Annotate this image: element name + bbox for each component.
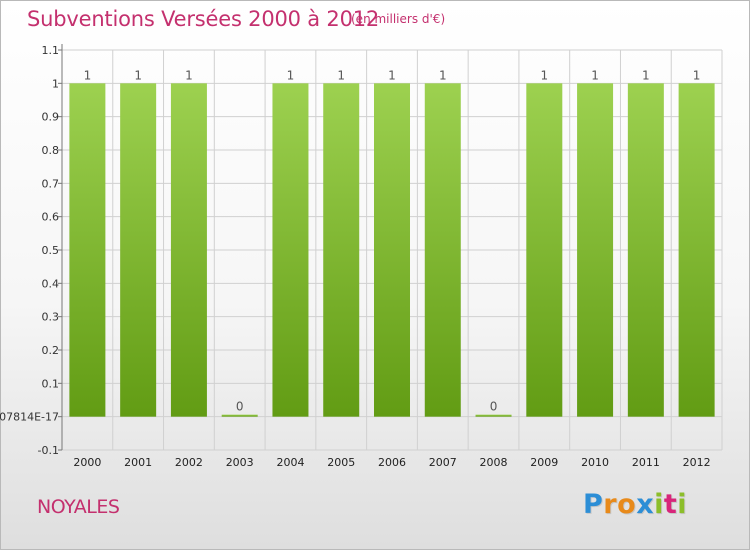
y-tick-label: 1 bbox=[52, 77, 59, 90]
logo-letter: i bbox=[654, 489, 664, 520]
y-tick-label: 1.1 bbox=[42, 44, 60, 57]
x-tick-label: 2000 bbox=[73, 456, 101, 469]
bar bbox=[577, 83, 614, 417]
bar-value-label: 0 bbox=[236, 400, 244, 414]
y-tick-label: 0.5 bbox=[42, 244, 60, 257]
y-tick-label: 0.4 bbox=[42, 277, 60, 290]
bar-value-label: 1 bbox=[439, 68, 447, 82]
y-tick-label: 1.3877787807814E-17 bbox=[0, 411, 59, 424]
bar-value-label: 1 bbox=[185, 68, 193, 82]
y-tick-label: 0.6 bbox=[42, 211, 60, 224]
bar-value-label: 1 bbox=[287, 68, 295, 82]
bar bbox=[120, 83, 157, 417]
y-tick-label: 0.1 bbox=[42, 377, 60, 390]
x-tick-label: 2007 bbox=[429, 456, 457, 469]
bar bbox=[69, 83, 106, 417]
x-tick-label: 2009 bbox=[530, 456, 558, 469]
logo-letter: x bbox=[636, 489, 655, 520]
bar bbox=[424, 83, 461, 417]
y-tick-label: 0.3 bbox=[42, 311, 60, 324]
bar bbox=[526, 83, 563, 417]
bar bbox=[374, 83, 410, 417]
x-tick-label: 2008 bbox=[480, 456, 508, 469]
bar-value-label: 1 bbox=[84, 68, 92, 82]
chart-title: Subventions Versées 2000 à 2012 bbox=[27, 7, 380, 31]
bar bbox=[170, 83, 207, 417]
y-tick-label: 0.9 bbox=[42, 111, 60, 124]
y-tick-label: 0.8 bbox=[42, 144, 60, 157]
x-tick-label: 2005 bbox=[327, 456, 355, 469]
bar bbox=[678, 83, 715, 417]
bar-value-label: 1 bbox=[591, 68, 599, 82]
logo-letter: o bbox=[617, 489, 637, 520]
x-tick-label: 2001 bbox=[124, 456, 152, 469]
logo-letter: P bbox=[583, 489, 604, 520]
place-name: NOYALES bbox=[37, 496, 120, 518]
logo-letter: i bbox=[677, 489, 688, 520]
proxiti-logo: Proxiti bbox=[583, 489, 687, 520]
bar-value-label: 1 bbox=[693, 68, 701, 82]
x-tick-label: 2010 bbox=[581, 456, 609, 469]
y-tick-label: 0.2 bbox=[42, 344, 60, 357]
y-tick-label: -0.1 bbox=[38, 444, 59, 457]
bar bbox=[627, 83, 664, 417]
bar bbox=[221, 414, 258, 417]
bar-value-label: 1 bbox=[134, 68, 142, 82]
bar bbox=[272, 83, 309, 417]
x-tick-label: 2006 bbox=[378, 456, 406, 469]
bar-value-label: 1 bbox=[642, 68, 650, 82]
logo-letter: r bbox=[603, 489, 618, 520]
y-tick-label: 0.7 bbox=[42, 177, 60, 190]
bar bbox=[323, 83, 360, 417]
bar-value-label: 1 bbox=[540, 68, 548, 82]
logo-letter: t bbox=[663, 489, 678, 520]
x-tick-label: 2004 bbox=[276, 456, 304, 469]
bar-value-label: 1 bbox=[337, 68, 345, 82]
x-tick-label: 2003 bbox=[226, 456, 254, 469]
x-tick-label: 2012 bbox=[683, 456, 711, 469]
chart-unit: (en milliers d'€) bbox=[351, 12, 446, 26]
x-tick-label: 2011 bbox=[632, 456, 660, 469]
x-tick-label: 2002 bbox=[175, 456, 203, 469]
bar-value-label: 0 bbox=[490, 400, 498, 414]
bar-value-label: 1 bbox=[388, 68, 396, 82]
bar bbox=[475, 414, 512, 417]
